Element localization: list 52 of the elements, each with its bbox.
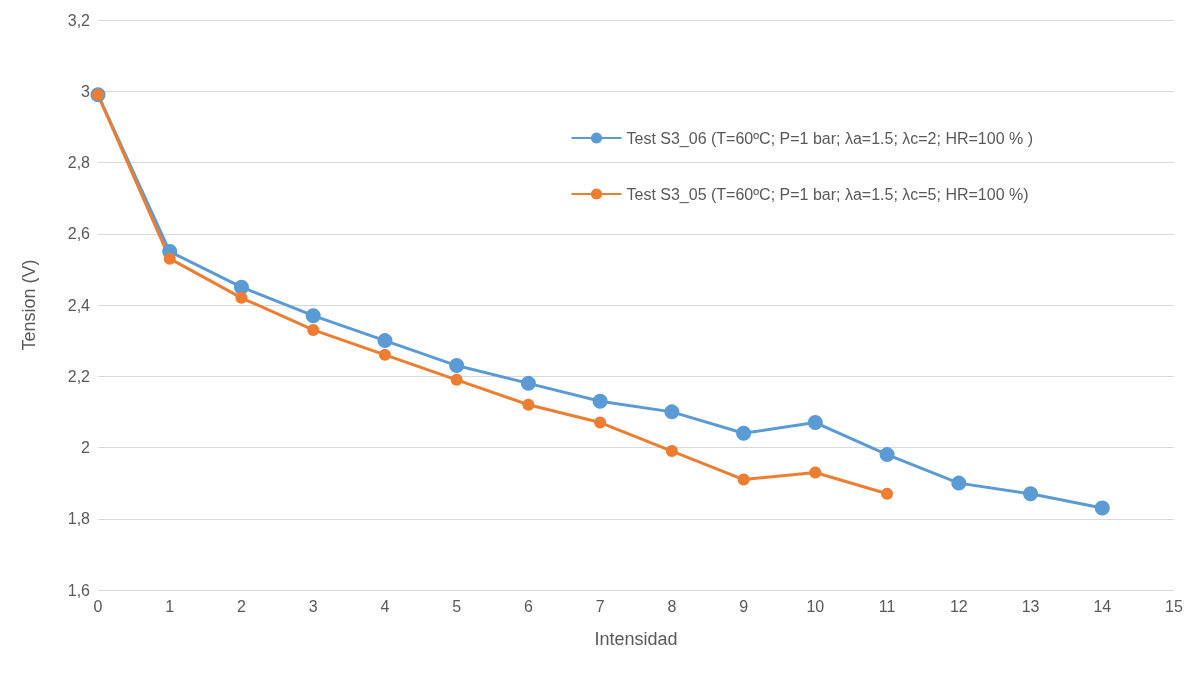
- point: [665, 445, 678, 458]
- y-tick-label: 1,8: [67, 510, 91, 528]
- y-axis-title: Tension (V): [19, 259, 39, 351]
- x-tick-label: 7: [595, 597, 605, 615]
- x-tick-label: 11: [878, 597, 896, 615]
- point: [951, 475, 967, 491]
- x-tick-label: 15: [1165, 597, 1183, 615]
- point: [305, 308, 321, 324]
- x-tick-label: 6: [523, 597, 533, 615]
- y-tick-label: 3: [81, 82, 91, 100]
- point: [737, 473, 750, 486]
- y-tick-label: 2,4: [67, 296, 91, 314]
- x-tick-label: 9: [739, 597, 749, 615]
- x-tick-label: 10: [806, 597, 825, 615]
- point: [163, 252, 176, 265]
- x-tick-label: 13: [1021, 597, 1040, 615]
- point: [594, 416, 607, 429]
- x-axis-title: Intensidad: [594, 629, 678, 649]
- legend-label: Test S3_05 (T=60ºC; P=1 bar; λa=1.5; λc=5; HR=100 %): [626, 185, 1029, 204]
- point: [235, 291, 248, 304]
- point: [664, 404, 680, 420]
- x-tick-label: 12: [949, 597, 968, 615]
- y-tick-label: 2,8: [67, 154, 91, 171]
- point: [807, 415, 823, 431]
- point: [450, 373, 463, 386]
- x-tick-label: 8: [667, 597, 677, 615]
- point: [449, 358, 465, 374]
- y-tick-label: 2,2: [67, 367, 91, 385]
- point: [809, 466, 822, 479]
- x-tick-label: 3: [308, 597, 318, 615]
- point: [378, 348, 391, 361]
- point: [520, 375, 536, 391]
- x-tick-label: 14: [1093, 597, 1112, 615]
- x-tick-label: 1: [165, 597, 175, 615]
- x-tick-label: 0: [93, 597, 103, 615]
- point: [307, 323, 320, 336]
- point: [881, 487, 894, 500]
- point: [592, 393, 608, 409]
- legend-label: Test S3_06 (T=60ºC; P=1 bar; λa=1.5; λc=2; HR=100 % ): [626, 129, 1034, 148]
- point: [377, 333, 393, 349]
- x-tick-label: 5: [452, 597, 462, 615]
- y-tick-label: 3,2: [67, 11, 91, 29]
- point: [879, 447, 895, 463]
- y-tick-label: 2: [81, 439, 91, 456]
- x-tick-label: 4: [380, 597, 390, 615]
- y-tick-label: 1,6: [67, 581, 91, 599]
- point: [736, 425, 752, 441]
- x-tick-label: 2: [237, 597, 247, 615]
- point: [522, 398, 535, 411]
- y-tick-label: 2,6: [67, 225, 91, 243]
- point: [1023, 486, 1039, 502]
- point: [1094, 500, 1110, 516]
